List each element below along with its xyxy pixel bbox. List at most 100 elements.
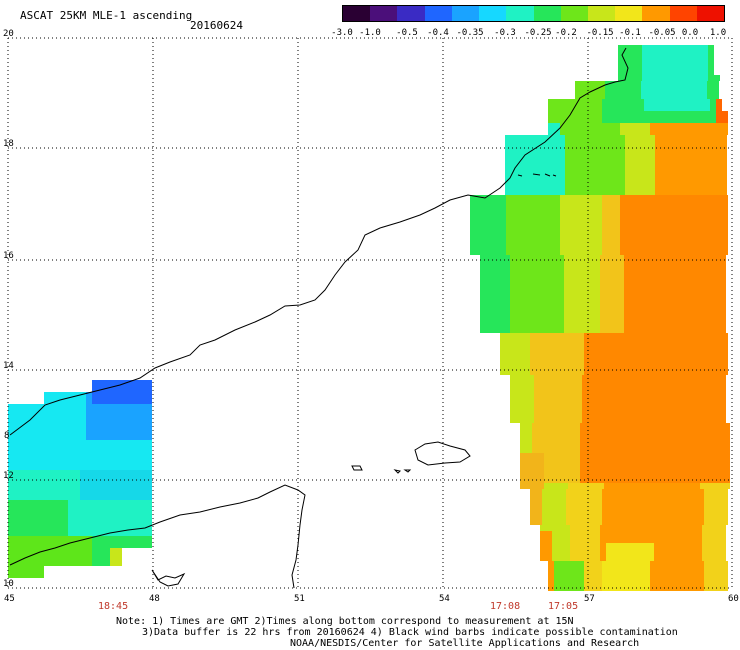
- wind-cell: [642, 393, 648, 399]
- wind-cell: [690, 45, 696, 51]
- wind-cell: [494, 219, 500, 225]
- wind-cell: [708, 279, 714, 285]
- wind-cell: [134, 482, 140, 488]
- wind-cell: [658, 471, 664, 477]
- wind-cell: [140, 464, 146, 470]
- wind-cell: [122, 506, 128, 512]
- wind-cell: [611, 81, 617, 87]
- wind-cell: [698, 99, 704, 105]
- wind-cell: [690, 387, 696, 393]
- wind-cell: [674, 513, 680, 519]
- wind-cell: [614, 519, 620, 525]
- wind-cell: [709, 189, 715, 195]
- wind-cell: [20, 500, 26, 506]
- wind-cell: [716, 105, 722, 111]
- wind-cell: [656, 333, 662, 339]
- wind-cell: [697, 171, 703, 177]
- wind-cell: [692, 573, 698, 579]
- wind-cell: [608, 123, 614, 129]
- wind-cell: [614, 489, 620, 495]
- wind-cell: [624, 291, 630, 297]
- wind-cell: [540, 555, 546, 561]
- wind-cell: [626, 351, 632, 357]
- wind-cell: [62, 464, 68, 470]
- wind-cell: [80, 440, 86, 446]
- wind-cell: [721, 171, 727, 177]
- wind-cell: [528, 381, 534, 387]
- wind-cell: [620, 579, 626, 585]
- wind-cell: [26, 422, 32, 428]
- wind-cell: [634, 447, 640, 453]
- wind-cell: [8, 422, 14, 428]
- wind-cell: [662, 567, 668, 573]
- wind-cell: [486, 261, 492, 267]
- wind-cell: [8, 506, 14, 512]
- wind-cell: [602, 363, 608, 369]
- wind-cell: [530, 507, 536, 513]
- wind-cell: [716, 357, 722, 363]
- wind-cell: [660, 69, 666, 75]
- wind-cell: [712, 483, 718, 489]
- wind-cell: [14, 404, 20, 410]
- wind-cell: [528, 417, 534, 423]
- wind-cell: [714, 303, 720, 309]
- wind-cell: [62, 524, 68, 530]
- wind-cell: [628, 459, 634, 465]
- wind-cell: [566, 339, 572, 345]
- wind-cell: [517, 183, 523, 189]
- wind-cell: [80, 416, 86, 422]
- wind-cell: [572, 237, 578, 243]
- wind-cell: [685, 183, 691, 189]
- wind-cell: [92, 404, 98, 410]
- wind-cell: [506, 249, 512, 255]
- wind-cell: [572, 249, 578, 255]
- wind-cell: [122, 524, 128, 530]
- wind-cell: [602, 345, 608, 351]
- wind-cell: [146, 416, 152, 422]
- wind-cell: [702, 321, 708, 327]
- wind-cell: [720, 405, 726, 411]
- wind-cell: [556, 459, 562, 465]
- wind-cell: [618, 255, 624, 261]
- wind-cell: [540, 381, 546, 387]
- wind-cell: [92, 488, 98, 494]
- wind-cell: [140, 506, 146, 512]
- wind-cell: [650, 111, 656, 117]
- wind-cell: [714, 255, 720, 261]
- wind-cell: [56, 560, 62, 566]
- wind-cell: [697, 177, 703, 183]
- wind-cell: [146, 434, 152, 440]
- wind-cell: [661, 165, 667, 171]
- wind-cell: [104, 530, 110, 536]
- wind-cell: [676, 483, 682, 489]
- wind-cell: [480, 255, 486, 261]
- wind-cell: [538, 453, 544, 459]
- colorbar-swatch: [506, 6, 534, 21]
- wind-cell: [480, 309, 486, 315]
- wind-cell: [644, 237, 650, 243]
- wind-cell: [654, 45, 660, 51]
- wind-cell: [626, 339, 632, 345]
- wind-cell: [660, 549, 666, 555]
- wind-cell: [702, 51, 708, 57]
- wind-cell: [559, 141, 565, 147]
- wind-cell: [700, 483, 706, 489]
- wind-cell: [630, 555, 636, 561]
- wind-cell: [589, 135, 595, 141]
- wind-cell: [488, 207, 494, 213]
- wind-cell: [116, 440, 122, 446]
- wind-cell: [570, 549, 576, 555]
- wind-cell: [544, 477, 550, 483]
- wind-cell: [552, 399, 558, 405]
- wind-cell: [98, 554, 104, 560]
- wind-cell: [564, 531, 570, 537]
- wind-cell: [588, 405, 594, 411]
- wind-cell: [594, 303, 600, 309]
- wind-cell: [550, 453, 556, 459]
- wind-cell: [690, 273, 696, 279]
- wind-cell: [522, 327, 528, 333]
- wind-cell: [110, 428, 116, 434]
- wind-cell: [470, 207, 476, 213]
- wind-cell: [594, 537, 600, 543]
- wind-cell: [644, 501, 650, 507]
